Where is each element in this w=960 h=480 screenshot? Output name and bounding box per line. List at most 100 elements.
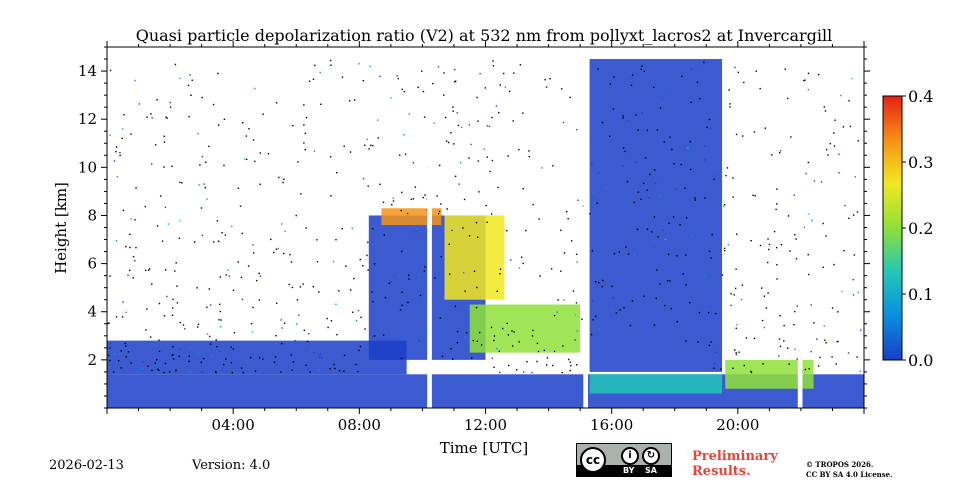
speckle-dot [124, 345, 127, 347]
speckle-dot [115, 150, 117, 153]
speckle-dot [539, 275, 541, 277]
speckle-dot [622, 147, 625, 149]
speckle-dot [853, 254, 856, 256]
speckle-dot [314, 64, 316, 67]
speckle-dot [164, 269, 167, 271]
speckle-dot [320, 103, 322, 105]
region-low-green-band [589, 374, 723, 394]
speckle-dot [470, 143, 472, 146]
speckle-dot [227, 269, 229, 271]
speckle-dot [724, 249, 726, 252]
speckle-dot [400, 357, 403, 360]
speckle-dot [168, 371, 171, 373]
speckle-dot [803, 226, 806, 228]
speckle-dot [330, 320, 333, 322]
speckle-dot [147, 365, 149, 367]
region-ice-fallstreak [444, 215, 505, 300]
speckle-dot [738, 351, 740, 353]
speckle-dot [668, 222, 670, 225]
y-axis-label: Height [km] [52, 182, 70, 274]
speckle-dot [483, 148, 486, 150]
speckle-dot [852, 214, 855, 216]
speckle-dot [827, 154, 829, 156]
speckle-dot [358, 349, 360, 352]
speckle-dot [741, 135, 744, 137]
speckle-dot [635, 161, 637, 163]
speckle-dot [503, 72, 505, 75]
speckle-dot [440, 256, 442, 258]
speckle-dot [377, 119, 379, 121]
speckle-dot [291, 369, 293, 371]
speckle-dot [115, 146, 118, 148]
speckle-dot [189, 347, 191, 349]
speckle-dot [259, 183, 261, 186]
speckle-dot [119, 154, 121, 157]
speckle-dot [727, 243, 730, 246]
speckle-dot [824, 339, 826, 341]
speckle-dot [557, 299, 559, 301]
speckle-dot [278, 176, 280, 179]
speckle-dot [630, 72, 633, 75]
speckle-dot [209, 343, 212, 345]
speckle-dot [334, 367, 336, 370]
speckle-dot [151, 117, 153, 119]
speckle-dot [732, 367, 734, 369]
speckle-dot [847, 352, 850, 354]
speckle-dot [737, 71, 739, 74]
speckle-dot [760, 287, 763, 289]
speckle-dot [496, 347, 498, 350]
speckle-dot [422, 90, 425, 93]
speckle-dot [641, 112, 643, 114]
speckle-dot [357, 309, 360, 312]
speckle-dot [214, 370, 217, 373]
speckle-dot [179, 181, 181, 184]
speckle-dot [831, 356, 833, 358]
speckle-dot [223, 118, 226, 121]
speckle-dot [460, 126, 463, 129]
speckle-dot [169, 101, 172, 104]
colorbar [882, 95, 903, 361]
speckle-dot [499, 268, 502, 270]
speckle-dot [653, 86, 655, 88]
speckle-dot [398, 154, 401, 156]
speckle-dot [206, 306, 208, 308]
speckle-dot [197, 326, 199, 328]
speckle-dot [817, 365, 820, 367]
speckle-dot [805, 172, 807, 175]
speckle-dot [787, 97, 789, 100]
speckle-dot [552, 364, 554, 367]
speckle-dot [854, 176, 857, 178]
speckle-dot [709, 127, 711, 129]
speckle-dot [209, 304, 212, 306]
speckle-dot [646, 129, 648, 132]
speckle-dot [262, 358, 264, 360]
speckle-dot [284, 230, 286, 233]
speckle-dot [410, 198, 413, 201]
speckle-dot [653, 216, 656, 218]
speckle-dot [646, 189, 648, 191]
copyright-notice: © TROPOS 2026. CC BY SA 4.0 License. [806, 460, 893, 480]
speckle-dot [127, 274, 129, 276]
speckle-dot [147, 269, 150, 272]
speckle-dot [408, 278, 410, 280]
speckle-dot [451, 229, 453, 232]
speckle-dot [553, 350, 556, 353]
cc-license-badge[interactable]: cc i ↻ BY SA [576, 443, 672, 477]
speckle-dot [652, 240, 655, 242]
speckle-dot [796, 305, 799, 307]
speckle-dot [403, 90, 406, 93]
speckle-dot [135, 246, 137, 249]
speckle-dot [369, 65, 371, 68]
speckle-dot [496, 290, 498, 293]
speckle-dot [149, 336, 152, 338]
speckle-dot [560, 270, 562, 272]
speckle-dot [572, 290, 575, 292]
speckle-dot [452, 358, 454, 360]
speckle-dot [424, 266, 426, 268]
speckle-dot [343, 354, 346, 357]
speckle-dot [648, 197, 650, 199]
speckle-dot [321, 357, 323, 359]
speckle-dot [175, 369, 177, 371]
speckle-dot [598, 281, 600, 284]
speckle-dot [667, 279, 669, 282]
